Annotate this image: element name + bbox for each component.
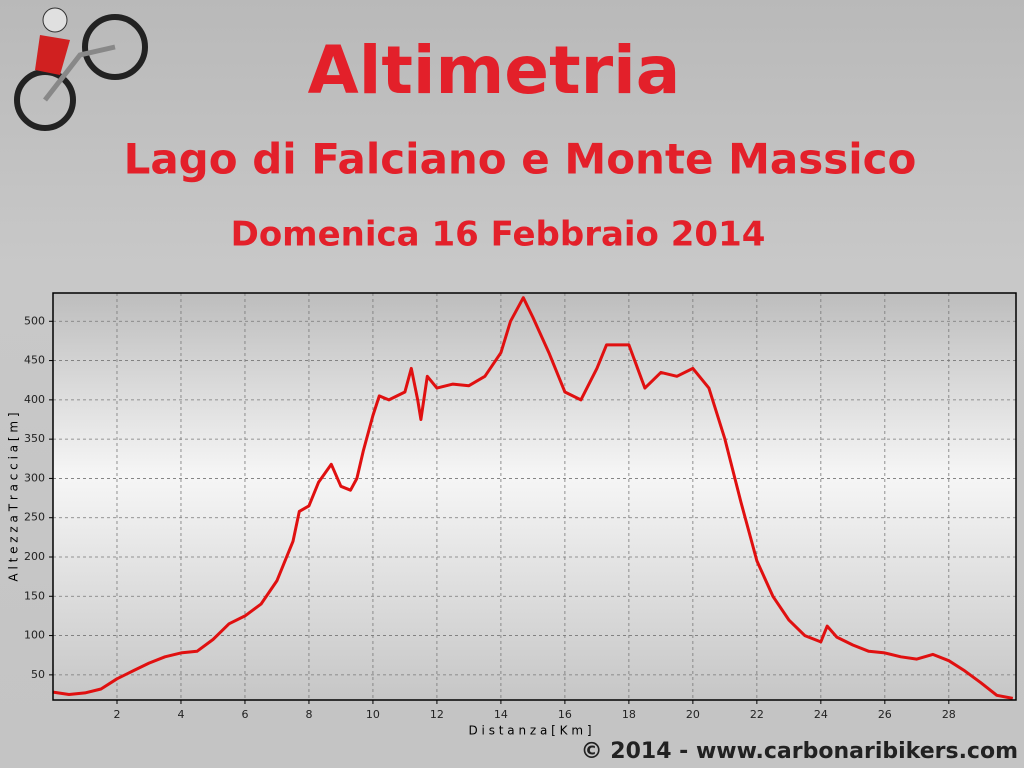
y-tick-label: 100 xyxy=(24,629,45,642)
chart-subtitle: Lago di Falciano e Monte Massico xyxy=(124,135,917,184)
x-tick-label: 18 xyxy=(622,708,636,721)
x-tick-label: 24 xyxy=(814,708,828,721)
x-tick-label: 4 xyxy=(177,708,184,721)
y-tick-label: 50 xyxy=(31,668,45,681)
y-tick-label: 150 xyxy=(24,589,45,602)
x-tick-label: 2 xyxy=(113,708,120,721)
x-axis-label: D i s t a n z a [ K m ] xyxy=(468,724,591,738)
x-tick-label: 10 xyxy=(366,708,380,721)
y-tick-label: 250 xyxy=(24,511,45,524)
y-axis-label: A l t e z z a T r a c c i a [ m ] xyxy=(7,412,21,581)
x-tick-label: 22 xyxy=(750,708,764,721)
y-tick-label: 350 xyxy=(24,432,45,445)
y-tick-label: 500 xyxy=(24,314,45,327)
x-tick-label: 26 xyxy=(878,708,892,721)
plot-frame xyxy=(52,292,1017,701)
chart-title: Altimetria xyxy=(308,32,681,109)
x-tick-label: 16 xyxy=(558,708,572,721)
footer: © 2014 - www.carbonaribikers.com xyxy=(581,739,1018,764)
y-tick-label: 450 xyxy=(24,354,45,367)
line-series xyxy=(52,296,1014,700)
x-tick-label: 28 xyxy=(942,708,956,721)
y-tick-label: 200 xyxy=(24,550,45,563)
x-tick-label: 6 xyxy=(241,708,248,721)
x-tick-label: 20 xyxy=(686,708,700,721)
x-tick-label: 14 xyxy=(494,708,508,721)
x-tick-label: 12 xyxy=(430,708,444,721)
logo xyxy=(14,7,148,131)
chart-date: Domenica 16 Febbraio 2014 xyxy=(231,215,766,255)
y-tick-label: 400 xyxy=(24,393,45,406)
y-tick-label: 300 xyxy=(24,471,45,484)
plot-area xyxy=(53,293,1016,700)
x-tick-label: 8 xyxy=(305,708,312,721)
